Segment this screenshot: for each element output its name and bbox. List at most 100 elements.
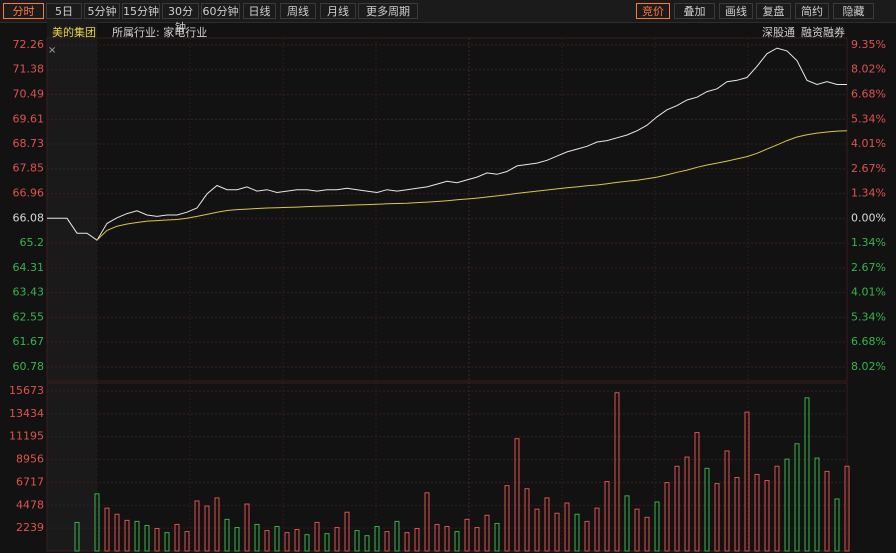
volume-bar	[194, 500, 200, 552]
y-tick-label: 61.67	[13, 335, 45, 348]
tag: 深股通	[762, 26, 795, 39]
y2-tick-label: 8.02%	[851, 63, 886, 76]
y2-tick-label: 2.67%	[851, 261, 886, 274]
y-tick-label: 15673	[9, 384, 44, 397]
y-tick-label: 4478	[16, 498, 44, 511]
industry: 所属行业: 家电行业	[112, 25, 207, 39]
toolbar-button[interactable]: 竞价	[636, 3, 670, 19]
volume-bar	[74, 521, 80, 552]
y2-tick-label: 1.34%	[851, 186, 886, 199]
y2-tick-label: 8.02%	[851, 360, 886, 373]
y2-tick-label: 5.34%	[851, 310, 886, 323]
volume-bar	[174, 523, 180, 552]
toolbar-button[interactable]: 更多周期	[358, 3, 418, 19]
y-tick-label: 67.85	[13, 162, 45, 175]
volume-bar	[404, 532, 410, 552]
volume-bar	[694, 432, 700, 552]
price-frame	[46, 37, 848, 382]
volume-bar	[494, 522, 500, 552]
volume-bar	[234, 527, 240, 552]
toolbar-button[interactable]: 隐藏	[833, 3, 874, 19]
volume-bar	[294, 529, 300, 552]
volume-bar	[684, 456, 690, 552]
volume-bar	[754, 473, 760, 552]
toolbar-button[interactable]: 5日	[46, 3, 82, 19]
volume-bar	[434, 523, 440, 552]
toolbar-button[interactable]: 日线	[243, 3, 276, 19]
volume-bar	[94, 493, 100, 552]
volume-bar	[224, 518, 230, 552]
toolbar-button[interactable]: 15分钟	[122, 3, 160, 19]
toolbar-button[interactable]: 复盘	[756, 3, 791, 19]
volume-bar	[314, 521, 320, 552]
y-tick-label: 68.73	[13, 137, 45, 150]
volume-bar	[654, 501, 660, 552]
volume-bar	[604, 481, 610, 552]
volume-bar	[624, 495, 630, 552]
y-tick-label: 11195	[9, 430, 44, 443]
y-tick-label: 6717	[16, 475, 44, 488]
volume-bar	[794, 443, 800, 552]
volume-bar	[244, 503, 250, 552]
volume-bar	[614, 392, 620, 552]
volume-bar	[104, 507, 110, 552]
volume-bar	[274, 525, 280, 552]
toolbar-button[interactable]: 画线	[719, 3, 753, 19]
y-tick-label: 13434	[9, 407, 44, 420]
volume-bar	[144, 524, 150, 552]
volume-bar	[374, 525, 380, 552]
volume-bar	[634, 508, 640, 552]
volume-bar	[504, 485, 510, 552]
volume-bar	[714, 483, 720, 552]
volume-bar	[594, 507, 600, 552]
volume-bar	[164, 532, 170, 552]
y2-tick-label: 9.35%	[851, 38, 886, 51]
volume-bar	[534, 508, 540, 552]
toolbar-button[interactable]: 分时	[3, 3, 44, 19]
volume-bar	[844, 465, 850, 552]
volume-bar	[474, 527, 480, 552]
toolbar-button[interactable]: 简约	[795, 3, 829, 19]
y-tick-label: 64.31	[13, 261, 45, 274]
y-tick-label: 8956	[16, 453, 44, 466]
volume-bar	[424, 492, 430, 552]
y-tick-label: 66.96	[13, 187, 45, 200]
toolbar-button[interactable]: 5分钟	[84, 3, 120, 19]
volume-frame	[46, 382, 848, 552]
volume-bar	[554, 512, 560, 552]
volume-bar	[414, 528, 420, 552]
y2-tick-label: 4.01%	[851, 137, 886, 150]
volume-bar	[834, 498, 840, 552]
volume-bar	[334, 527, 340, 552]
volume-bar	[384, 531, 390, 552]
volume-bar	[804, 397, 810, 552]
volume-bar	[564, 502, 570, 552]
y-tick-label: 63.43	[13, 286, 45, 299]
chart: 美的集团 所属行业: 家电行业 深股通 融资融券 × 72.26 71.38 70.…	[9, 22, 886, 552]
volume-bar	[584, 520, 590, 552]
volume-bar	[214, 497, 220, 552]
y2-tick-label: 1.34%	[851, 236, 886, 249]
toolbar-button[interactable]: 60分钟	[201, 3, 240, 19]
stock-name: 美的集团	[52, 25, 96, 39]
volume-bar	[394, 520, 400, 552]
y-tick-label: 60.78	[13, 360, 45, 373]
toolbar-button[interactable]: 叠加	[674, 3, 715, 19]
close-icon[interactable]: ×	[48, 45, 56, 56]
volume-bar	[454, 531, 460, 552]
volume-bar	[204, 505, 210, 552]
volume-bar	[644, 516, 650, 552]
volume-bar	[824, 470, 830, 552]
y-tick-label: 62.55	[13, 310, 45, 323]
volume-bar	[514, 438, 520, 552]
toolbar-button[interactable]: 30分钟	[162, 3, 199, 34]
volume-bar	[724, 450, 730, 552]
volume-bar	[814, 457, 820, 552]
volume-bar	[744, 411, 750, 552]
volume-bar	[524, 488, 530, 552]
tag: 融资融券	[801, 25, 845, 39]
volume-bar	[254, 523, 260, 552]
toolbar-button[interactable]: 月线	[320, 3, 356, 19]
toolbar-button[interactable]: 周线	[280, 3, 316, 19]
